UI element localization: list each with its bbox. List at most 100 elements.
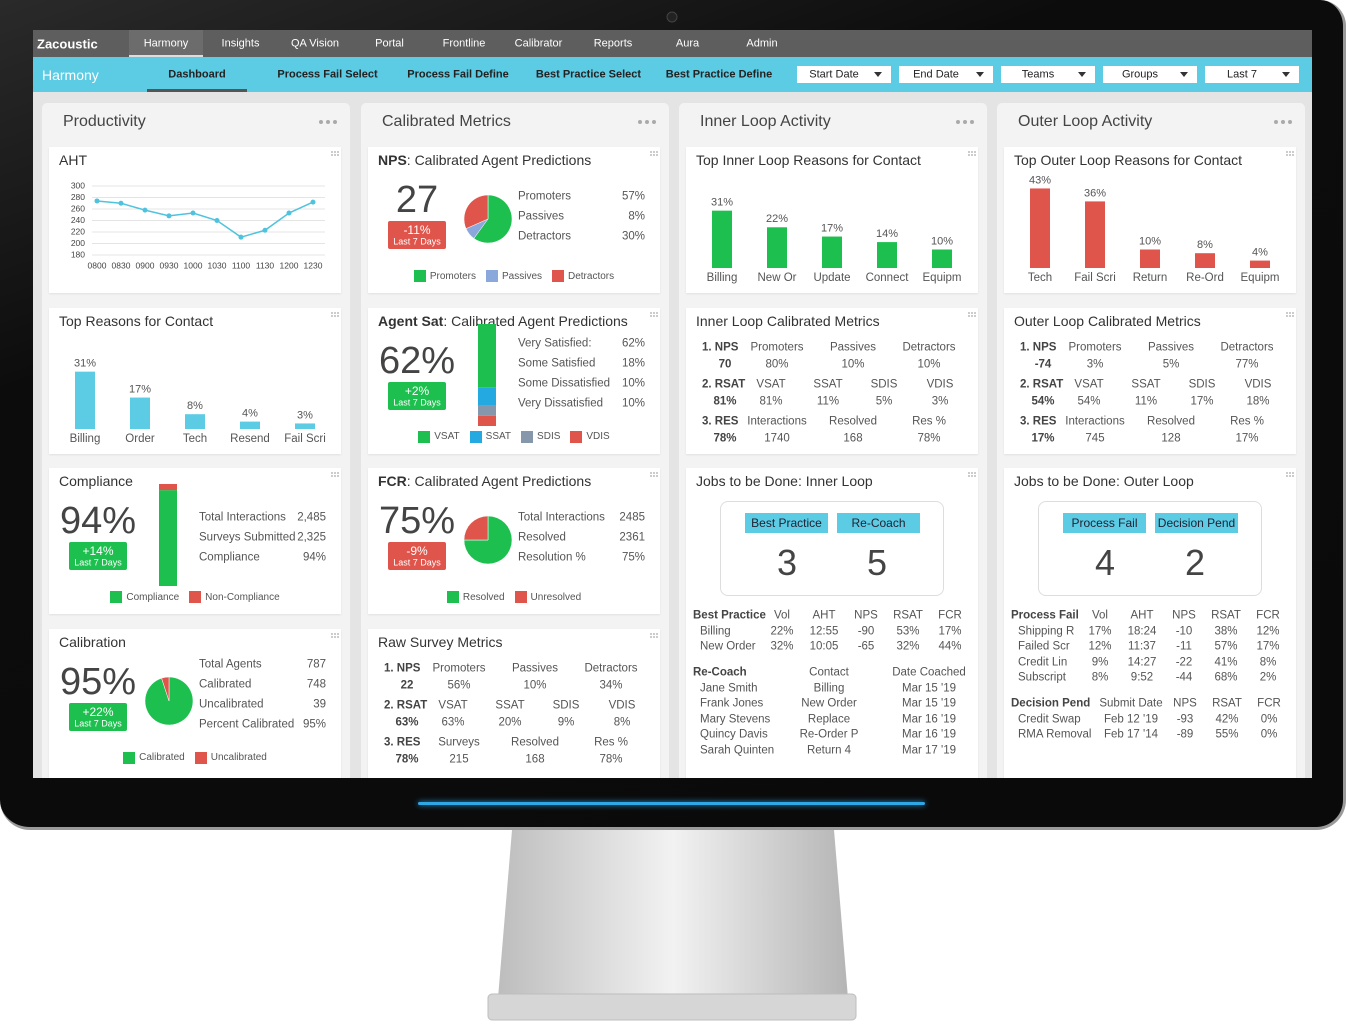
card-grip[interactable] bbox=[1286, 311, 1294, 318]
card-grip[interactable] bbox=[650, 632, 658, 639]
y-tick-label: 280 bbox=[71, 192, 85, 202]
y-tick-label: 180 bbox=[71, 249, 85, 259]
filter-dropdown[interactable]: Start Date bbox=[797, 66, 891, 83]
legend-item: Non-Compliance bbox=[189, 591, 280, 603]
stat-label: Uncalibrated bbox=[199, 697, 264, 710]
table-cell: 11:37 bbox=[1128, 640, 1156, 653]
metric-item-name: Promoters bbox=[432, 661, 486, 674]
x-tick-label: 0930 bbox=[160, 260, 179, 270]
sub-tab[interactable]: Best Practice Select bbox=[535, 68, 642, 81]
menu-dots[interactable] bbox=[637, 119, 657, 125]
job-button[interactable]: Re-Coach bbox=[837, 513, 920, 533]
category-label: Re-Ord bbox=[1186, 272, 1224, 284]
kpi-value: 75% bbox=[378, 500, 456, 542]
value-label: 10% bbox=[931, 235, 953, 247]
card-grip[interactable] bbox=[331, 311, 339, 318]
menu-dots[interactable] bbox=[955, 119, 975, 125]
card-grip[interactable] bbox=[650, 151, 658, 157]
filter-dropdown[interactable]: End Date bbox=[899, 66, 993, 83]
delta-badge: +14% Last 7 Days bbox=[69, 542, 127, 570]
dropdown-caret bbox=[976, 72, 984, 77]
pie-slice bbox=[463, 515, 489, 541]
stat-value: 2361 bbox=[619, 531, 645, 544]
nav-item[interactable]: Admin bbox=[746, 37, 778, 50]
card-title: Top Outer Loop Reasons for Contact bbox=[1014, 153, 1242, 167]
grip-dot bbox=[971, 314, 973, 317]
card-grip[interactable] bbox=[331, 472, 339, 478]
point bbox=[310, 199, 316, 205]
filter-dropdown[interactable]: Last 7 bbox=[1205, 66, 1299, 83]
job-button[interactable]: Process Fail bbox=[1063, 513, 1146, 533]
card-grip[interactable] bbox=[1286, 472, 1294, 478]
nav-item[interactable]: Portal bbox=[375, 37, 404, 50]
bar-segment bbox=[159, 490, 177, 586]
table-cell: 2% bbox=[1259, 671, 1277, 684]
category-label: New Or bbox=[758, 272, 797, 284]
sub-tab[interactable]: Dashboard bbox=[168, 68, 226, 81]
card: Raw Survey Metrics 1. NPS 22 Promoters 56% Pa… bbox=[368, 628, 660, 778]
job-button[interactable]: Decision Pend bbox=[1155, 513, 1238, 533]
metric-item-value: 34% bbox=[599, 678, 623, 691]
metric-item-name: Res % bbox=[1230, 414, 1264, 427]
legend-swatch bbox=[521, 430, 534, 443]
metric-item-name: Interactions bbox=[1065, 414, 1125, 427]
nav-item[interactable]: Insights bbox=[221, 37, 260, 50]
metric-item-name: SSAT bbox=[813, 377, 843, 390]
nav-item[interactable]: Reports bbox=[593, 37, 633, 50]
nav-item[interactable]: Calibrator bbox=[514, 37, 563, 50]
table-cell: Mar 16 '19 bbox=[902, 712, 956, 725]
menu-dots[interactable] bbox=[318, 119, 338, 125]
sub-tab[interactable]: Best Practice Define bbox=[665, 68, 773, 81]
card-title-text: Top Outer Loop Reasons for Contact bbox=[1014, 152, 1243, 168]
menu-dots[interactable] bbox=[1273, 119, 1293, 125]
stat-value: 8% bbox=[628, 210, 645, 223]
filter-dropdown[interactable]: Teams bbox=[1001, 66, 1095, 83]
dropdown-caret bbox=[874, 72, 882, 77]
delta-period: Last 7 Days bbox=[393, 397, 441, 407]
metric-item-name: Detractors bbox=[902, 340, 956, 353]
nav-item[interactable]: Harmony bbox=[143, 37, 189, 50]
card-title-text: Outer Loop Calibrated Metrics bbox=[1014, 312, 1201, 329]
legend-label: VDIS bbox=[586, 431, 610, 442]
delta-period: Last 7 Days bbox=[74, 557, 122, 568]
bar-chart: 31% Billing 22% New Or 17% Update 14% Connect 10… bbox=[707, 197, 962, 284]
table-cell: Mar 16 '19 bbox=[902, 728, 956, 741]
dot bbox=[1274, 120, 1278, 124]
grip-dot bbox=[971, 154, 973, 156]
metric-item-name: Passives bbox=[511, 661, 559, 674]
legend-swatch bbox=[552, 270, 564, 282]
y-tick-label: 240 bbox=[71, 215, 85, 225]
nav-item[interactable]: Aura bbox=[675, 37, 700, 50]
table-cell: 12% bbox=[1256, 624, 1280, 637]
job-button[interactable]: Best Practice bbox=[745, 513, 828, 533]
sub-tab[interactable]: Process Fail Define bbox=[407, 68, 509, 81]
card: FCR: Calibrated Agent Predictions 75% -9% L… bbox=[368, 468, 660, 614]
card-grip[interactable] bbox=[331, 151, 339, 157]
column-title: Calibrated Metrics bbox=[382, 113, 511, 130]
metric-value: 78% bbox=[713, 431, 737, 444]
card-grip[interactable] bbox=[968, 472, 976, 478]
nav-item[interactable]: Frontline bbox=[442, 37, 486, 50]
metric-item-name: Resolved bbox=[1147, 414, 1195, 427]
value-label: 8% bbox=[187, 400, 203, 412]
nav-item[interactable]: QA Vision bbox=[290, 37, 340, 50]
legend-label: Uncalibrated bbox=[210, 752, 267, 763]
bar bbox=[767, 227, 787, 268]
card-grip[interactable] bbox=[968, 311, 976, 318]
metric-item-name: VDIS bbox=[926, 377, 954, 390]
card-title-bold: NPS bbox=[378, 152, 407, 168]
sub-tab[interactable]: Process Fail Select bbox=[277, 68, 378, 81]
table-header: FCR bbox=[1257, 697, 1281, 710]
value-label: 3% bbox=[297, 409, 313, 421]
filter-dropdown[interactable]: Groups bbox=[1103, 66, 1197, 83]
card-grip[interactable] bbox=[650, 311, 658, 318]
legend-item: Detractors bbox=[552, 270, 614, 282]
job-count: 3 bbox=[776, 542, 798, 583]
card-grip[interactable] bbox=[1286, 151, 1294, 157]
metric-item-value: 11% bbox=[1134, 394, 1158, 407]
table-cell: Replace bbox=[807, 712, 851, 725]
grip-dot bbox=[331, 635, 333, 638]
card-grip[interactable] bbox=[650, 472, 658, 478]
card-grip[interactable] bbox=[331, 632, 339, 639]
card-grip[interactable] bbox=[968, 151, 976, 157]
